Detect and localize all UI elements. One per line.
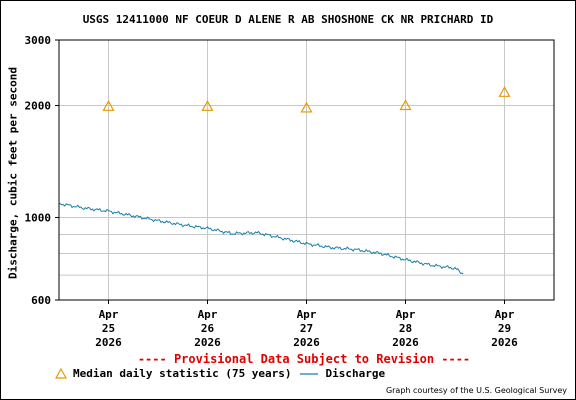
median-point — [300, 101, 313, 113]
y-tick-label: 2000 — [25, 100, 52, 113]
line-swatch-icon — [299, 372, 318, 375]
x-tick-label: Apr — [396, 308, 416, 321]
legend-item-discharge: Discharge — [299, 367, 386, 380]
y-tick-label: 3000 — [25, 34, 52, 47]
x-tick-label: Apr — [99, 308, 119, 321]
median-point — [102, 100, 115, 111]
discharge-series-line — [58, 201, 464, 275]
legend-median-label: Median daily statistic (75 years) — [73, 367, 292, 380]
x-tick-label: 29 — [498, 322, 511, 335]
x-tick-label: 27 — [300, 322, 313, 335]
x-tick-label: 2026 — [95, 336, 122, 349]
triangle-icon — [55, 367, 67, 379]
x-tick-label: 28 — [399, 322, 412, 335]
chart-title: USGS 12411000 NF COEUR D ALENE R AB SHOS… — [82, 13, 494, 26]
median-point — [498, 86, 511, 97]
x-tick-label: Apr — [297, 308, 317, 321]
x-tick-label: Apr — [495, 308, 515, 321]
legend-item-median: Median daily statistic (75 years) — [55, 367, 292, 380]
legend-discharge-label: Discharge — [325, 367, 386, 380]
median-point — [399, 99, 412, 111]
x-tick-label: 2026 — [194, 336, 221, 349]
x-tick-label: 2026 — [293, 336, 320, 349]
x-tick-label: Apr — [198, 308, 218, 321]
y-tick-label: 1000 — [25, 211, 52, 224]
x-tick-label: 25 — [102, 322, 115, 335]
x-tick-label: 26 — [201, 322, 215, 335]
y-tick-label: 600 — [31, 294, 51, 307]
x-tick-label: 2026 — [491, 336, 518, 349]
legend: Median daily statistic (75 years) Discha… — [55, 367, 393, 380]
median-point — [201, 100, 214, 111]
x-tick-label: 2026 — [392, 336, 419, 349]
provisional-notice: ---- Provisional Data Subject to Revisio… — [137, 352, 471, 366]
usgs-credit: Graph courtesy of the U.S. Geological Su… — [385, 386, 567, 395]
